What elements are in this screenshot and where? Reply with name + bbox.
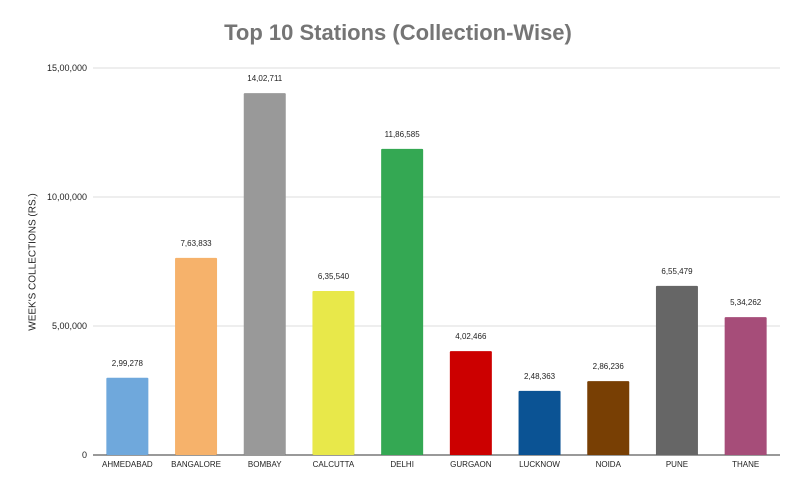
x-tick-label: PUNE: [666, 460, 688, 469]
bar-pune: [655, 285, 698, 455]
bar-bangalore: [175, 257, 218, 455]
data-label: 14,02,711: [247, 74, 283, 83]
x-tick-label: AHMEDABAD: [102, 460, 153, 469]
y-tick-label: 15,00,000: [47, 63, 87, 73]
x-tick-label: CALCUTTA: [313, 460, 355, 469]
data-label: 2,86,236: [593, 362, 625, 371]
data-label: 2,48,363: [524, 372, 556, 381]
x-tick-label: LUCKNOW: [519, 460, 560, 469]
x-tick-label: THANE: [732, 460, 759, 469]
data-label: 4,02,466: [455, 332, 487, 341]
y-tick-label: 0: [82, 450, 87, 460]
bar-delhi: [381, 148, 424, 455]
bar-calcutta: [312, 291, 355, 455]
bar-lucknow: [518, 390, 561, 455]
bar-noida: [587, 381, 630, 455]
x-tick-label: BANGALORE: [171, 460, 221, 469]
chart-title: Top 10 Stations (Collection-Wise): [224, 20, 572, 45]
data-label: 2,99,278: [112, 359, 144, 368]
bar-gurgaon: [449, 351, 492, 455]
data-label: 5,34,262: [730, 298, 762, 307]
data-label: 11,86,585: [385, 130, 421, 139]
bar-ahmedabad: [106, 377, 149, 455]
data-label: 7,63,833: [180, 239, 212, 248]
data-label: 6,55,479: [661, 267, 693, 276]
bar-thane: [724, 317, 767, 455]
x-tick-label: NOIDA: [596, 460, 622, 469]
x-tick-label: DELHI: [390, 460, 414, 469]
y-tick-label: 5,00,000: [52, 321, 87, 331]
y-tick-label: 10,00,000: [47, 192, 87, 202]
data-label: 6,35,540: [318, 272, 350, 281]
x-tick-label: GURGAON: [450, 460, 492, 469]
bar-bombay: [243, 93, 286, 456]
x-tick-label: BOMBAY: [248, 460, 282, 469]
